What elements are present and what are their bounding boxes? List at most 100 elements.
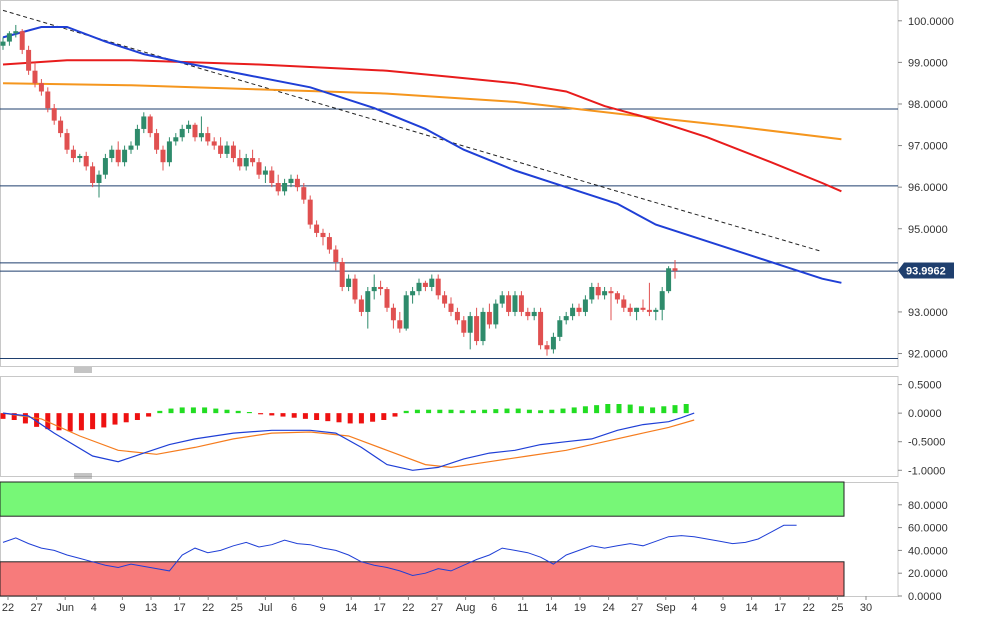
candle-body[interactable]: [230, 145, 236, 159]
candle[interactable]: [307, 195, 313, 229]
rsi-resize-handle[interactable]: [74, 473, 92, 479]
candle[interactable]: [115, 141, 121, 167]
candle[interactable]: [109, 145, 115, 163]
candle-body[interactable]: [45, 91, 51, 109]
candle-body[interactable]: [518, 295, 524, 312]
candle-body[interactable]: [608, 291, 614, 294]
candle[interactable]: [58, 116, 64, 138]
candle[interactable]: [371, 274, 377, 300]
candle[interactable]: [243, 153, 249, 171]
candle[interactable]: [608, 286, 614, 321]
candle-body[interactable]: [365, 291, 371, 312]
candle[interactable]: [570, 303, 576, 321]
candle[interactable]: [269, 166, 275, 188]
candle[interactable]: [38, 79, 44, 96]
candle[interactable]: [102, 153, 108, 179]
candle-body[interactable]: [115, 149, 121, 163]
candle[interactable]: [326, 232, 332, 254]
candle-body[interactable]: [326, 237, 332, 250]
candle[interactable]: [282, 178, 288, 196]
candle[interactable]: [147, 114, 153, 138]
candle[interactable]: [531, 307, 537, 321]
candle[interactable]: [499, 291, 505, 308]
candle[interactable]: [141, 112, 147, 134]
candle[interactable]: [198, 116, 204, 142]
candle[interactable]: [173, 133, 179, 146]
candle[interactable]: [230, 141, 236, 163]
candle-body[interactable]: [563, 316, 569, 321]
candle-body[interactable]: [224, 145, 230, 154]
candle-body[interactable]: [77, 155, 83, 159]
candle[interactable]: [378, 280, 384, 296]
candle-body[interactable]: [320, 232, 326, 238]
candle-body[interactable]: [173, 137, 179, 142]
candle-body[interactable]: [141, 116, 147, 129]
candle[interactable]: [237, 149, 243, 171]
candle-body[interactable]: [358, 299, 364, 312]
candle[interactable]: [339, 257, 345, 292]
candle[interactable]: [550, 332, 556, 354]
candle-body[interactable]: [384, 289, 390, 308]
candle-body[interactable]: [211, 141, 217, 146]
candle-body[interactable]: [659, 291, 665, 310]
candle-body[interactable]: [192, 124, 198, 138]
candle[interactable]: [646, 282, 652, 317]
candle-body[interactable]: [602, 291, 608, 296]
candle[interactable]: [128, 141, 134, 154]
candle[interactable]: [659, 286, 665, 321]
candle-body[interactable]: [640, 307, 646, 310]
candle[interactable]: [160, 145, 166, 171]
candle[interactable]: [26, 45, 32, 75]
candle-body[interactable]: [288, 178, 294, 183]
candle-body[interactable]: [614, 293, 620, 300]
candle-body[interactable]: [96, 174, 102, 183]
candle-body[interactable]: [429, 278, 435, 287]
candle-body[interactable]: [58, 120, 64, 134]
candle-body[interactable]: [595, 286, 601, 296]
candle[interactable]: [352, 274, 358, 304]
candle-body[interactable]: [506, 295, 512, 312]
candle[interactable]: [595, 282, 601, 300]
candle[interactable]: [205, 126, 211, 146]
candle[interactable]: [486, 303, 492, 329]
candle[interactable]: [506, 291, 512, 317]
candle[interactable]: [474, 307, 480, 346]
rsi-panel[interactable]: 80.0000 60.0000 40.0000 20.0000 0.0000: [0, 481, 948, 603]
candle-body[interactable]: [6, 33, 12, 42]
candle-body[interactable]: [307, 199, 313, 225]
candle[interactable]: [557, 316, 563, 342]
candle[interactable]: [224, 141, 230, 159]
candle[interactable]: [192, 122, 198, 142]
candle[interactable]: [512, 291, 518, 317]
candle[interactable]: [454, 307, 460, 325]
candle-body[interactable]: [627, 307, 633, 312]
candle[interactable]: [461, 316, 467, 337]
candle[interactable]: [390, 303, 396, 329]
candle-body[interactable]: [499, 295, 505, 304]
candle-body[interactable]: [410, 291, 416, 296]
candle-body[interactable]: [570, 307, 576, 317]
candle[interactable]: [358, 295, 364, 317]
candle-body[interactable]: [26, 49, 32, 71]
candle[interactable]: [314, 220, 320, 238]
candle-body[interactable]: [493, 303, 499, 325]
candle-body[interactable]: [422, 282, 428, 287]
candle-body[interactable]: [13, 31, 19, 34]
macd-panel[interactable]: 0.5000 0.0000 -0.5000 -1.0000: [0, 380, 946, 478]
candle-body[interactable]: [83, 155, 89, 167]
candle[interactable]: [96, 170, 102, 198]
candle[interactable]: [442, 291, 448, 308]
candle[interactable]: [288, 174, 294, 188]
candle[interactable]: [416, 278, 422, 296]
candle-body[interactable]: [19, 31, 25, 50]
candle-body[interactable]: [531, 311, 537, 317]
candle-body[interactable]: [589, 286, 595, 300]
candle-body[interactable]: [109, 149, 115, 159]
candle-body[interactable]: [128, 145, 134, 150]
candle[interactable]: [0, 37, 6, 50]
candle[interactable]: [576, 303, 582, 317]
candle-body[interactable]: [442, 295, 448, 304]
candle-body[interactable]: [653, 309, 659, 312]
candle-body[interactable]: [576, 307, 582, 312]
candle-body[interactable]: [160, 149, 166, 163]
